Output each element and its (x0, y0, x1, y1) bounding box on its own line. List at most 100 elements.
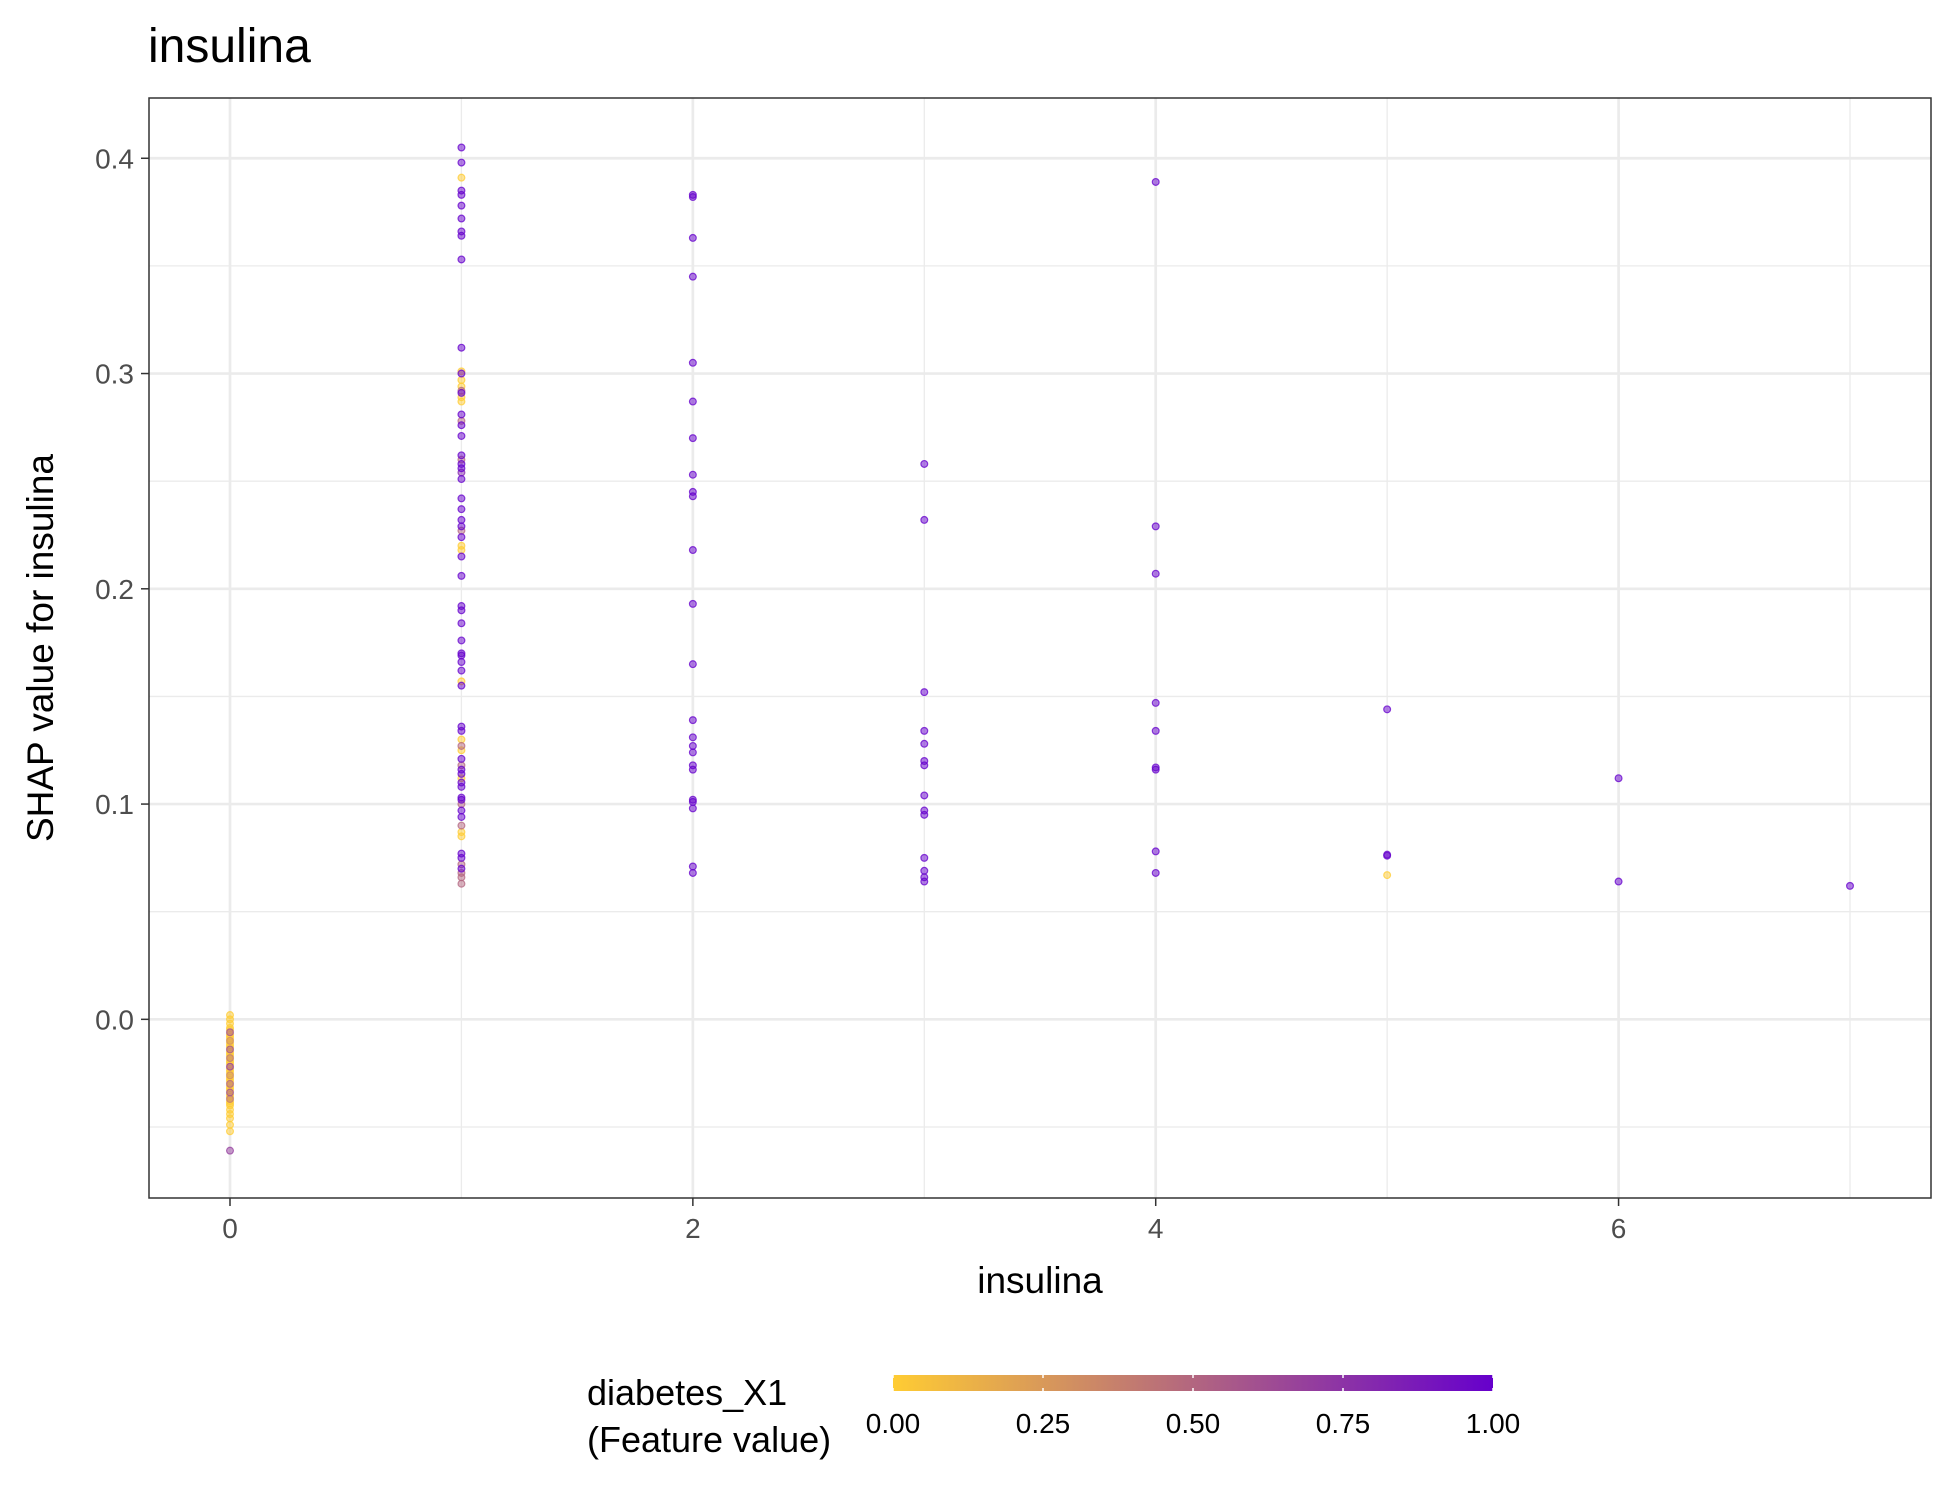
data-point (457, 726, 466, 735)
data-point (226, 1062, 235, 1071)
data-point (457, 879, 466, 888)
data-point (1151, 569, 1160, 578)
data-point (920, 515, 929, 524)
data-point (920, 877, 929, 886)
legend-ticks: 0.00 0.25 0.50 0.75 1.00 (866, 1375, 1521, 1439)
y-tick-label: 0.2 (95, 574, 134, 605)
data-point (920, 810, 929, 819)
data-point (688, 868, 697, 877)
x-tick-label: 4 (1148, 1213, 1164, 1244)
data-point (457, 795, 466, 804)
data-point (457, 369, 466, 378)
data-point (457, 769, 466, 778)
y-tick-label: 0.4 (95, 143, 134, 174)
data-point (457, 666, 466, 675)
data-point (226, 1114, 235, 1123)
plot-background (149, 98, 1931, 1198)
data-point (457, 754, 466, 763)
data-point (226, 1045, 235, 1054)
y-tick-label: 0.0 (95, 1004, 134, 1035)
data-point (457, 494, 466, 503)
data-point (1614, 774, 1623, 783)
data-point (688, 716, 697, 725)
data-point (920, 688, 929, 697)
color-legend: diabetes_X1 (Feature value) 0.00 0.25 0.50… (587, 1372, 1520, 1460)
data-point (688, 434, 697, 443)
legend-title-line1: diabetes_X1 (587, 1372, 787, 1413)
data-point (226, 1054, 235, 1063)
data-point (688, 546, 697, 555)
data-point (688, 492, 697, 501)
legend-tick-label: 0.75 (1316, 1408, 1371, 1439)
data-point (688, 733, 697, 742)
data-point (457, 806, 466, 815)
legend-tick-label: 0.50 (1166, 1408, 1221, 1439)
plot-border (148, 97, 1932, 1199)
plot-area (148, 97, 1932, 1199)
data-point (688, 748, 697, 757)
data-point (457, 533, 466, 542)
data-point (688, 862, 697, 871)
x-tick-label: 6 (1611, 1213, 1627, 1244)
data-point (457, 231, 466, 240)
data-point (920, 739, 929, 748)
data-point (457, 388, 466, 397)
data-point (457, 552, 466, 561)
data-point (457, 214, 466, 223)
data-point (226, 1088, 235, 1097)
data-point (688, 193, 697, 202)
data-point (1151, 726, 1160, 735)
data-point (457, 812, 466, 821)
y-tick-label: 0.1 (95, 789, 134, 820)
data-point (457, 421, 466, 430)
data-point (457, 606, 466, 615)
data-point (1151, 868, 1160, 877)
data-point (1151, 847, 1160, 856)
data-point (1151, 765, 1160, 774)
data-point (1383, 850, 1392, 859)
data-point (688, 797, 697, 806)
data-point (1614, 877, 1623, 886)
legend-tick-label: 0.25 (1016, 1408, 1071, 1439)
data-point (226, 1120, 235, 1129)
data-point (457, 741, 466, 750)
data-point (457, 397, 466, 406)
data-point (688, 470, 697, 479)
x-axis-title: insulina (977, 1260, 1103, 1301)
data-point (1151, 522, 1160, 531)
data-point (1151, 177, 1160, 186)
x-tick-label: 2 (685, 1213, 701, 1244)
data-point (688, 272, 697, 281)
data-point (1151, 698, 1160, 707)
data-point (457, 681, 466, 690)
data-point (457, 853, 466, 862)
data-point (920, 866, 929, 875)
y-axis: 0.0 0.1 0.2 0.3 0.4 (95, 143, 149, 1035)
data-point (457, 571, 466, 580)
data-point (920, 726, 929, 735)
data-point (457, 464, 466, 473)
data-point (457, 515, 466, 524)
x-axis: 0 2 4 6 (222, 1198, 1626, 1244)
data-point (920, 459, 929, 468)
data-points (226, 143, 1854, 1155)
legend-tick-label: 1.00 (1466, 1408, 1521, 1439)
data-point (688, 233, 697, 242)
data-point (920, 761, 929, 770)
data-point (688, 599, 697, 608)
legend-title-line2: (Feature value) (587, 1419, 831, 1460)
data-point (457, 864, 466, 873)
data-point (457, 451, 466, 460)
data-point (457, 158, 466, 167)
data-point (457, 657, 466, 666)
data-point (457, 735, 466, 744)
y-axis-title: SHAP value for insulina (20, 454, 61, 842)
data-point (1383, 705, 1392, 714)
data-point (457, 522, 466, 531)
data-point (1383, 871, 1392, 880)
x-tick-label: 0 (222, 1213, 238, 1244)
data-point (457, 651, 466, 660)
grid-lines (149, 98, 1931, 1198)
data-point (920, 853, 929, 862)
data-point (457, 782, 466, 791)
